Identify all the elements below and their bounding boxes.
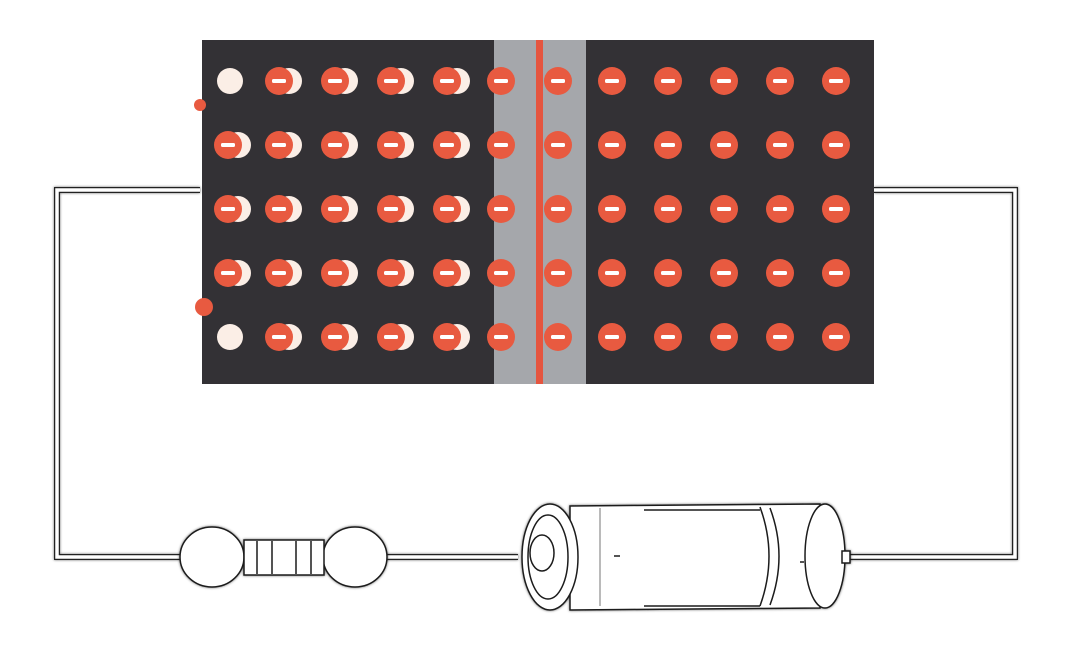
electron-minus-icon [377, 67, 405, 95]
electron-minus-icon [487, 323, 515, 351]
electron-minus-icon [321, 195, 349, 223]
electron-minus-icon [487, 67, 515, 95]
electron-minus-icon [822, 259, 850, 287]
electron-minus-icon [654, 323, 682, 351]
electron-minus-icon [214, 131, 242, 159]
hole-circle-icon [217, 324, 243, 350]
electron-minus-icon [654, 131, 682, 159]
electron-minus-icon [822, 131, 850, 159]
electron-minus-icon [487, 259, 515, 287]
hole-circle-icon [217, 68, 243, 94]
electron-minus-icon [544, 195, 572, 223]
electron-minus-icon [321, 323, 349, 351]
electron-minus-icon [433, 323, 461, 351]
electron-minus-icon [321, 259, 349, 287]
electron-minus-icon [598, 259, 626, 287]
electron-minus-icon [766, 323, 794, 351]
electron-minus-icon [487, 195, 515, 223]
electron-minus-icon [265, 195, 293, 223]
battery-terminal [841, 550, 851, 564]
electron-minus-icon [598, 195, 626, 223]
charge-lattice [214, 67, 850, 351]
electron-minus-icon [433, 195, 461, 223]
electron-minus-icon [654, 67, 682, 95]
circuit-wire [54, 187, 1018, 560]
wire-left [54, 187, 200, 560]
electron-minus-icon [265, 259, 293, 287]
battery [521, 503, 851, 611]
electron-minus-icon [544, 259, 572, 287]
electron-minus-icon [377, 323, 405, 351]
electron-minus-icon [265, 67, 293, 95]
bulb-right-cap [322, 526, 388, 588]
electron-minus-icon [822, 323, 850, 351]
electron-minus-icon [766, 195, 794, 223]
electron-minus-icon [654, 195, 682, 223]
electron-minus-icon [710, 259, 738, 287]
battery-body [569, 503, 821, 611]
electron-minus-icon [766, 67, 794, 95]
electron-minus-icon [710, 67, 738, 95]
electron-minus-icon [377, 195, 405, 223]
electron-minus-icon [822, 67, 850, 95]
battery-positive-end [804, 503, 846, 609]
junction-line [536, 40, 543, 384]
electron-minus-icon [766, 259, 794, 287]
electron-minus-icon [377, 131, 405, 159]
semiconductor-panel [194, 40, 874, 384]
electron-minus-icon [544, 131, 572, 159]
electron-minus-icon [433, 259, 461, 287]
electron-minus-icon [598, 67, 626, 95]
edge-electron [195, 298, 213, 316]
electron-minus-icon [265, 131, 293, 159]
electron-minus-icon [598, 131, 626, 159]
electron-minus-icon [321, 131, 349, 159]
electron-minus-icon [265, 323, 293, 351]
electron-minus-icon [433, 131, 461, 159]
electron-minus-icon [710, 323, 738, 351]
electron-minus-icon [433, 67, 461, 95]
electron-minus-icon [321, 67, 349, 95]
electron-minus-icon [214, 259, 242, 287]
bulb [179, 526, 388, 588]
electron-minus-icon [710, 131, 738, 159]
edge-electron [194, 99, 206, 111]
electron-minus-icon [544, 67, 572, 95]
electron-minus-icon [544, 323, 572, 351]
electron-minus-icon [822, 195, 850, 223]
electron-minus-icon [487, 131, 515, 159]
electron-minus-icon [710, 195, 738, 223]
electron-minus-icon [377, 259, 405, 287]
bulb-body [243, 539, 325, 576]
electron-minus-icon [598, 323, 626, 351]
electron-minus-icon [214, 195, 242, 223]
electron-minus-icon [766, 131, 794, 159]
electron-minus-icon [654, 259, 682, 287]
bulb-left-cap [179, 526, 245, 588]
